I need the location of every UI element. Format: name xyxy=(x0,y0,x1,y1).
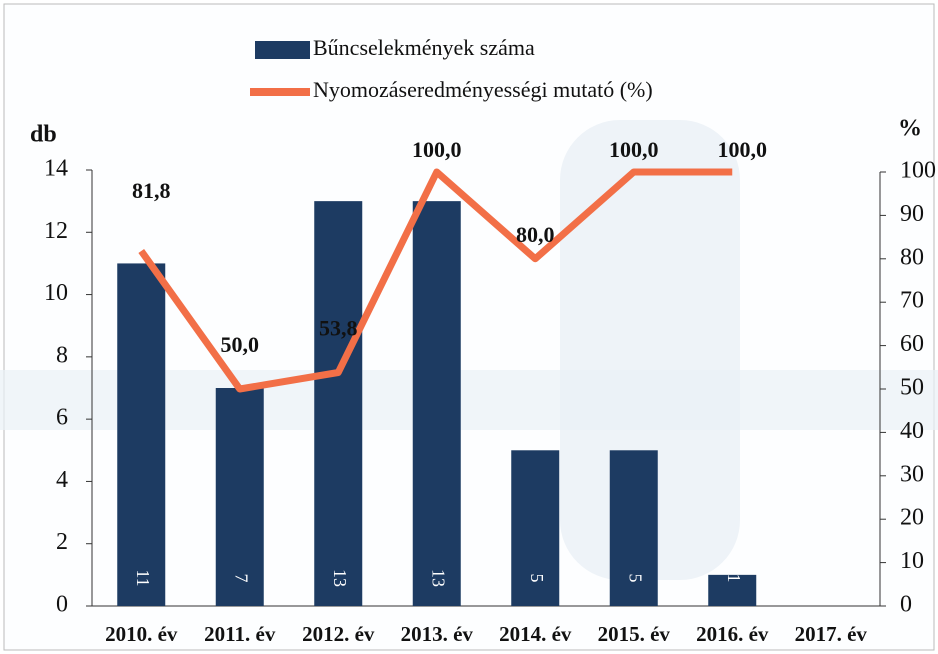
line-value-label: 53,8 xyxy=(319,316,358,341)
bar xyxy=(609,450,658,606)
y-tick-label: 0 xyxy=(56,592,68,618)
y-axis-label: db xyxy=(30,122,57,148)
x-tick-label: 2011. év xyxy=(204,622,276,646)
y2-tick-label: 60 xyxy=(900,331,924,357)
bar-value-label: 13 xyxy=(330,569,350,587)
bar xyxy=(708,574,757,606)
bar xyxy=(117,263,166,606)
y2-tick-label: 50 xyxy=(900,375,924,401)
bar xyxy=(314,201,363,606)
line-value-label: 100,0 xyxy=(609,137,659,162)
line-value-label: 50,0 xyxy=(221,332,260,357)
y2-tick-label: 90 xyxy=(900,201,924,227)
y-tick-label: 4 xyxy=(56,467,68,493)
bar-value-label: 5 xyxy=(626,574,646,583)
bar xyxy=(511,450,560,606)
line-value-label: 80,0 xyxy=(516,222,555,247)
legend-swatch xyxy=(255,41,310,59)
x-tick-label: 2014. év xyxy=(499,622,572,646)
bar-value-label: 5 xyxy=(527,574,547,583)
y2-tick-label: 30 xyxy=(900,461,924,487)
y2-tick-label: 100 xyxy=(900,158,936,184)
y-tick-label: 12 xyxy=(44,218,68,244)
x-tick-label: 2015. év xyxy=(598,622,671,646)
bar-value-label: 13 xyxy=(429,569,449,587)
legend-label: Nyomozáseredményességi mutató (%) xyxy=(313,77,653,102)
y-tick-label: 10 xyxy=(44,280,68,306)
legend-label: Bűncselekmények száma xyxy=(313,35,535,60)
y2-tick-label: 40 xyxy=(900,418,924,444)
line-value-label: 100,0 xyxy=(718,137,768,162)
bar-value-label: 7 xyxy=(232,574,252,583)
bar-value-label: 1 xyxy=(724,574,744,583)
y-tick-label: 8 xyxy=(56,342,68,368)
bar xyxy=(412,201,461,606)
y2-tick-label: 0 xyxy=(900,592,912,618)
y2-tick-label: 70 xyxy=(900,288,924,314)
x-tick-label: 2013. év xyxy=(401,622,474,646)
bar-value-label: 11 xyxy=(133,569,153,586)
y-tick-label: 14 xyxy=(44,156,68,182)
y-tick-label: 2 xyxy=(56,529,68,555)
y-tick-label: 6 xyxy=(56,405,68,431)
line-value-label: 100,0 xyxy=(412,137,462,162)
x-tick-label: 2016. év xyxy=(696,622,769,646)
y2-tick-label: 20 xyxy=(900,505,924,531)
line-value-label: 81,8 xyxy=(132,178,171,203)
x-tick-label: 2012. év xyxy=(302,622,375,646)
x-tick-label: 2010. év xyxy=(105,622,178,646)
bar xyxy=(215,388,264,606)
background-building xyxy=(560,120,740,580)
y2-tick-label: 10 xyxy=(900,548,924,574)
y2-tick-label: 80 xyxy=(900,244,924,270)
y2-axis-label: % xyxy=(898,116,922,142)
line xyxy=(138,168,733,393)
x-tick-label: 2017. év xyxy=(795,622,868,646)
